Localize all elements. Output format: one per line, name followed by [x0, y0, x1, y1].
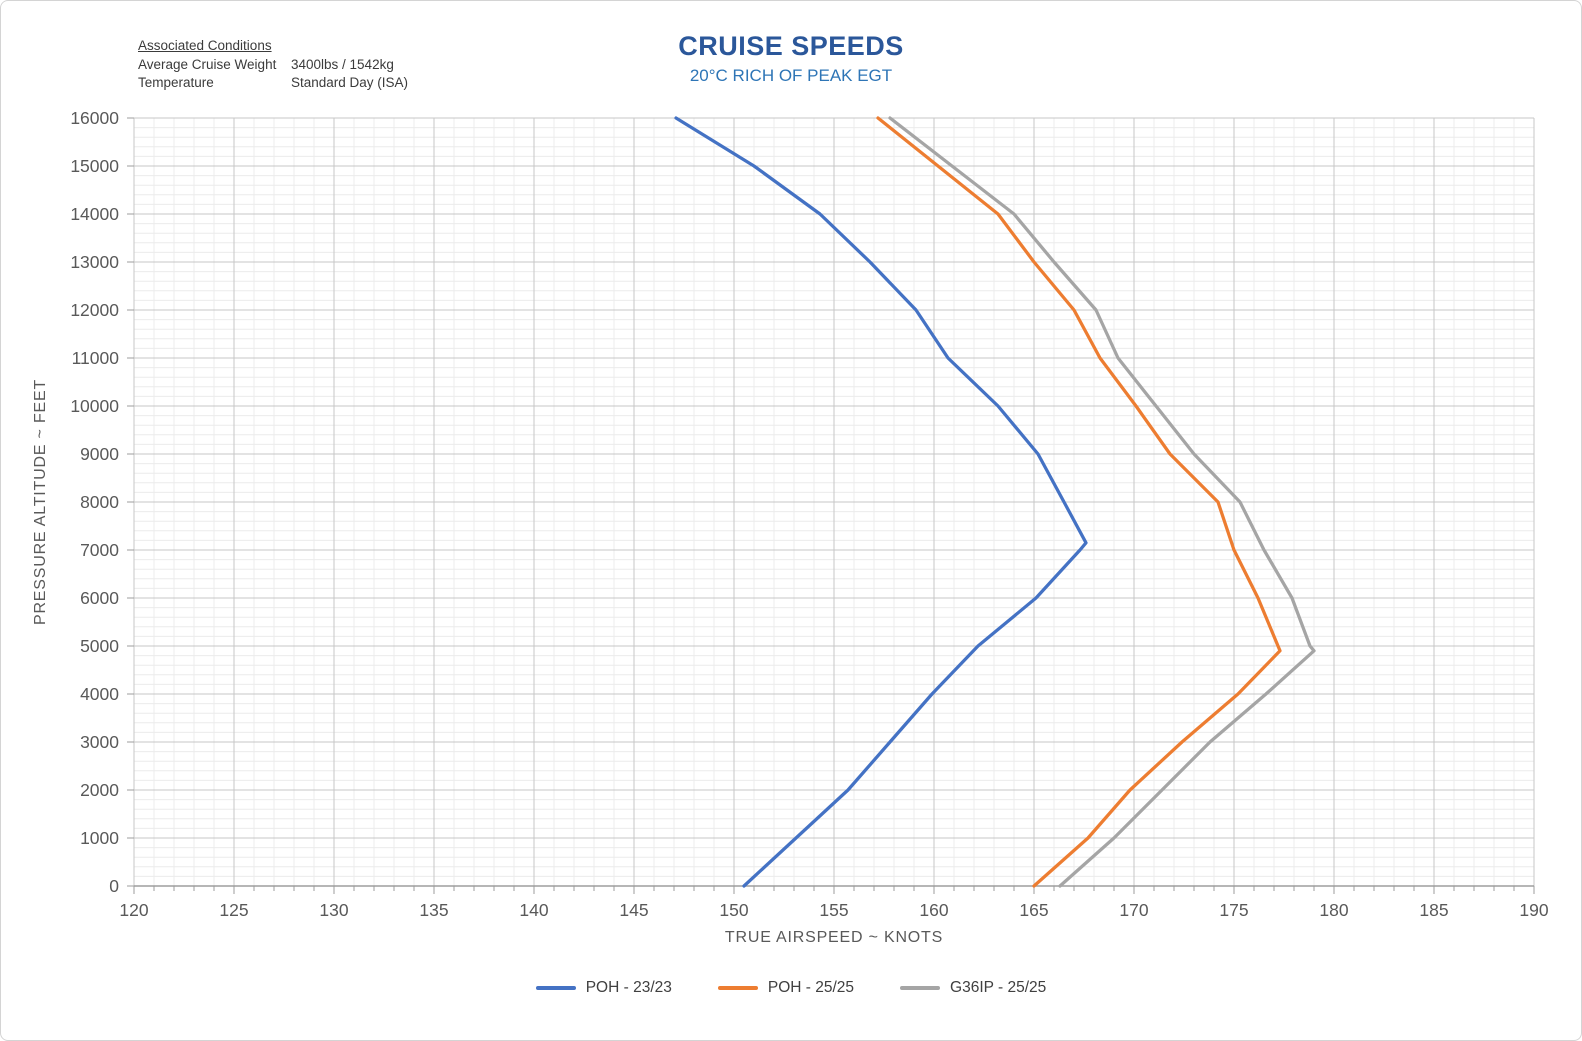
- y-tick-label: 11000: [72, 348, 120, 368]
- y-tick-label: 10000: [70, 396, 119, 416]
- associated-conditions: Associated Conditions Average Cruise Wei…: [138, 37, 408, 92]
- series-line-g36ip-25-25: [888, 116, 1316, 888]
- legend-item: G36IP - 25/25: [900, 979, 1046, 997]
- y-tick-label: 8000: [80, 492, 119, 512]
- x-tick-label: 160: [919, 900, 948, 920]
- legend-label: G36IP - 25/25: [950, 979, 1047, 996]
- x-tick-label: 190: [1519, 900, 1548, 920]
- x-tick-label: 140: [519, 900, 548, 920]
- y-tick-label: 4000: [80, 684, 119, 704]
- condition-row: Average Cruise Weight 3400lbs / 1542kg: [138, 56, 408, 74]
- conditions-heading: Associated Conditions: [138, 38, 272, 53]
- condition-label: Temperature: [138, 75, 214, 90]
- x-tick-label: 165: [1019, 900, 1048, 920]
- x-tick-label: 150: [719, 900, 748, 920]
- legend-line-swatch: [900, 986, 941, 990]
- y-tick-labels: 0 1000 2000 3000 4000 5000 6000 7000 8000 9000 100…: [70, 108, 119, 896]
- legend-line-swatch: [535, 986, 576, 990]
- legend-label: POH - 25/25: [767, 979, 855, 996]
- y-tick-label: 13000: [70, 252, 119, 272]
- x-tick-labels: 120 125 130 135 140 145 150 155 160 165 170 175 180 1…: [119, 900, 1548, 920]
- x-tick-label: 185: [1419, 900, 1448, 920]
- y-tick-label: 12000: [70, 300, 119, 320]
- x-tick-label: 135: [419, 900, 448, 920]
- y-tick-label: 9000: [80, 444, 119, 464]
- y-tick-label: 15000: [70, 156, 119, 176]
- x-tick-label: 125: [219, 900, 248, 920]
- series-lines: [674, 116, 1316, 888]
- x-tick-label: 120: [119, 900, 148, 920]
- x-axis-title: TRUE AIRSPEED ~ KNOTS: [725, 929, 943, 946]
- x-tick-label: 180: [1319, 900, 1348, 920]
- y-tick-label: 3000: [80, 732, 119, 752]
- y-axis-title: PRESSURE ALTITUDE ~ FEET: [32, 379, 49, 625]
- y-tick-label: 14000: [70, 204, 119, 224]
- y-tick-label: 1000: [80, 828, 119, 848]
- legend-label: POH - 23/23: [585, 979, 672, 996]
- legend-item: POH - 25/25: [717, 979, 855, 997]
- y-tick-label: 16000: [70, 108, 119, 128]
- condition-value: Standard Day (ISA): [291, 75, 409, 90]
- x-tick-label: 175: [1219, 900, 1248, 920]
- condition-row: Temperature Standard Day (ISA): [138, 74, 408, 92]
- y-tick-label: 2000: [80, 780, 119, 800]
- y-tick-label: 0: [109, 876, 119, 896]
- axes: [127, 117, 1535, 894]
- condition-label: Average Cruise Weight: [138, 57, 277, 72]
- chart-title: CRUISE SPEEDS: [678, 31, 904, 61]
- series-line-poh-23-23: [674, 116, 1088, 888]
- series-line-poh-25-25: [876, 116, 1282, 888]
- y-tick-label: 5000: [80, 636, 119, 656]
- legend-item: POH - 23/23: [535, 979, 672, 997]
- chart-legend: POH - 23/23 POH - 25/25 G36IP - 25/25: [1, 979, 1581, 997]
- x-tick-label: 145: [619, 900, 648, 920]
- x-tick-label: 170: [1119, 900, 1148, 920]
- legend-line-swatch: [717, 986, 758, 990]
- x-tick-label: 130: [319, 900, 348, 920]
- condition-value: 3400lbs / 1542kg: [291, 57, 394, 72]
- y-tick-label: 7000: [80, 540, 119, 560]
- chart-subtitle: 20°C RICH OF PEAK EGT: [689, 66, 893, 85]
- y-tick-label: 6000: [80, 588, 119, 608]
- x-tick-label: 155: [819, 900, 848, 920]
